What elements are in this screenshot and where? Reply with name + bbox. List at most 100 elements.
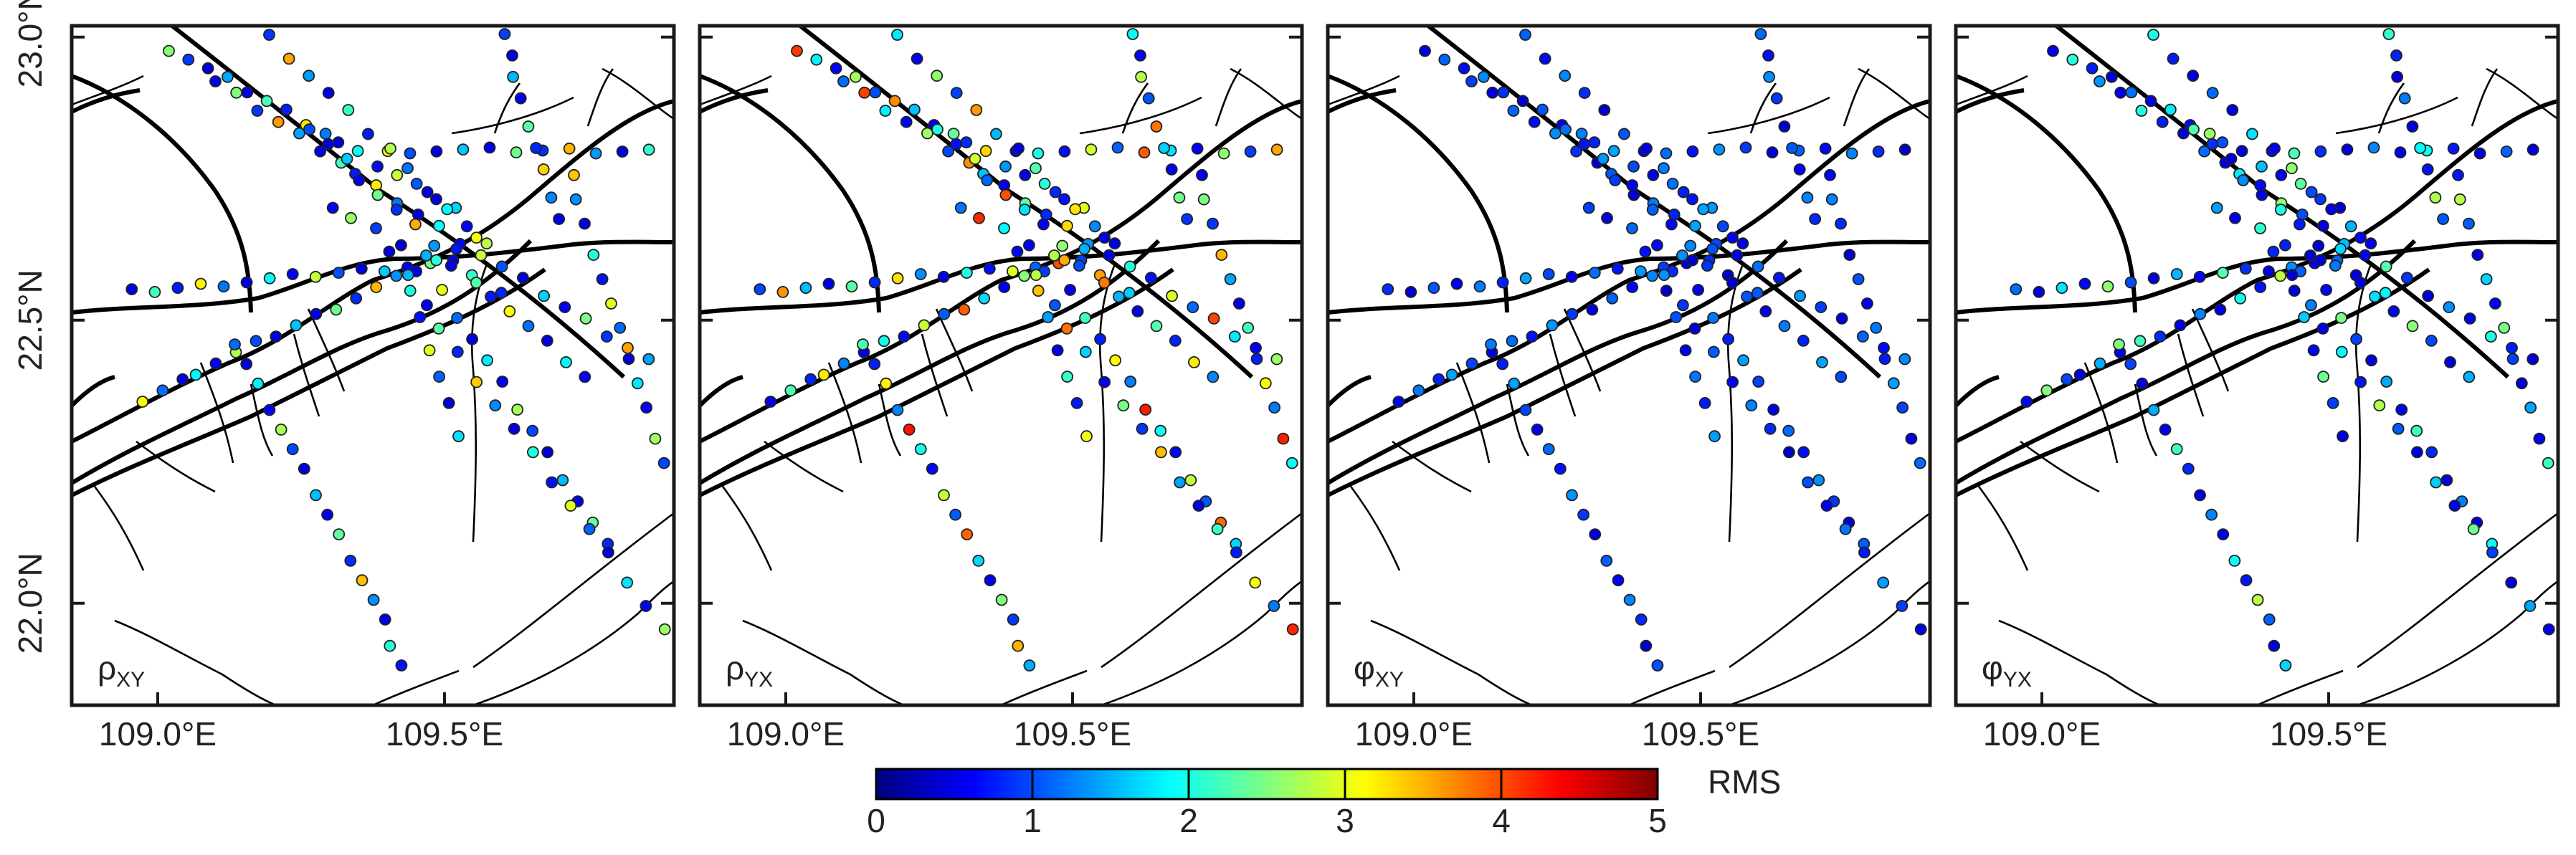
minor-fault-line — [199, 362, 234, 464]
station-marker — [1211, 522, 1224, 535]
station-marker — [401, 162, 414, 175]
station-marker — [1877, 576, 1890, 589]
station-marker — [2136, 377, 2149, 390]
station-marker — [1896, 600, 1909, 612]
station-marker — [508, 422, 521, 435]
station-marker — [1825, 193, 1838, 206]
station-markers — [125, 28, 671, 672]
minor-fault-line — [470, 262, 489, 543]
station-marker — [1048, 299, 1061, 312]
panel-rho-yx: 109.0°E 109.5°E ρYX — [698, 24, 1304, 753]
station-marker — [1496, 276, 1509, 289]
station-marker — [2237, 174, 2250, 186]
station-marker — [1249, 576, 1262, 589]
station-marker — [263, 29, 275, 41]
station-marker — [579, 312, 592, 325]
station-marker — [2134, 335, 2147, 348]
station-marker — [303, 70, 315, 82]
station-marker — [401, 269, 414, 282]
station-marker — [1741, 290, 1753, 303]
station-marker — [351, 145, 364, 158]
station-marker — [1858, 546, 1871, 559]
station-marker — [2086, 62, 2099, 75]
panel-label: φXY — [1354, 649, 1404, 692]
station-marker — [450, 242, 462, 255]
station-marker — [1722, 333, 1734, 345]
station-marker — [2193, 270, 2206, 283]
minor-fault-line — [2377, 82, 2405, 134]
station-marker — [1134, 49, 1146, 62]
station-marker — [1244, 145, 1257, 158]
station-marker — [2234, 292, 2247, 305]
station-marker — [1639, 245, 1652, 258]
minor-fault-line — [2134, 383, 2158, 457]
station-marker — [2500, 145, 2513, 158]
station-marker — [1496, 358, 1509, 371]
station-marker — [263, 403, 276, 416]
station-marker — [433, 219, 445, 232]
station-marker — [1597, 153, 1610, 166]
station-marker — [1032, 285, 1045, 297]
station-marker — [1142, 92, 1155, 105]
station-marker — [1737, 354, 1749, 367]
station-marker — [1465, 357, 1478, 370]
station-marker — [275, 424, 287, 436]
station-marker — [394, 239, 407, 252]
station-marker — [1549, 127, 1562, 140]
station-marker — [1519, 403, 1532, 416]
station-marker — [1640, 639, 1653, 652]
station-marker — [1051, 344, 1064, 357]
station-marker — [2167, 52, 2180, 65]
station-marker — [1575, 128, 1588, 140]
station-marker — [2170, 268, 2183, 280]
station-marker — [2206, 87, 2219, 99]
station-marker — [600, 330, 613, 343]
station-marker — [1056, 239, 1069, 252]
station-marker — [136, 396, 149, 408]
station-marker — [2147, 29, 2159, 41]
panel-label-main: ρ — [98, 649, 116, 687]
x-axis: 109.0°E 109.5°E — [1983, 692, 2387, 753]
station-marker — [176, 373, 189, 386]
station-marker — [960, 267, 973, 280]
minor-fault-line — [293, 333, 320, 417]
minor-fault-line — [2256, 669, 2344, 707]
station-marker — [310, 307, 323, 320]
station-marker — [1905, 432, 1918, 445]
station-marker — [319, 128, 332, 140]
station-marker — [282, 52, 295, 65]
station-marker — [640, 600, 652, 612]
station-marker — [2354, 231, 2367, 244]
station-marker — [1716, 220, 1729, 233]
station-marker — [1586, 303, 1599, 316]
station-marker — [384, 639, 396, 652]
station-marker — [481, 354, 493, 367]
minor-fault-line — [2357, 580, 2559, 707]
station-marker — [973, 211, 985, 224]
station-marker — [1650, 239, 1663, 252]
station-marker — [1793, 163, 1806, 176]
station-marker — [451, 345, 464, 358]
station-marker — [918, 319, 931, 332]
station-marker — [631, 377, 644, 390]
station-marker — [537, 163, 550, 176]
station-marker — [1566, 307, 1579, 320]
station-marker — [1150, 320, 1163, 333]
station-marker — [2430, 476, 2442, 489]
station-marker — [1508, 377, 1521, 390]
station-marker — [1816, 355, 1828, 368]
station-marker — [1773, 272, 1785, 285]
station-marker — [1531, 424, 1544, 436]
major-fault-line — [698, 74, 881, 313]
station-marker — [1697, 203, 1710, 216]
station-marker — [1767, 403, 1780, 416]
station-marker — [409, 218, 422, 231]
station-marker — [353, 174, 366, 186]
major-fault-line — [1326, 99, 1931, 444]
station-marker — [938, 307, 951, 320]
station-marker — [845, 280, 858, 293]
station-marker — [1073, 259, 1085, 272]
station-marker — [309, 270, 322, 283]
station-marker — [2164, 103, 2177, 116]
station-marker — [960, 136, 973, 149]
